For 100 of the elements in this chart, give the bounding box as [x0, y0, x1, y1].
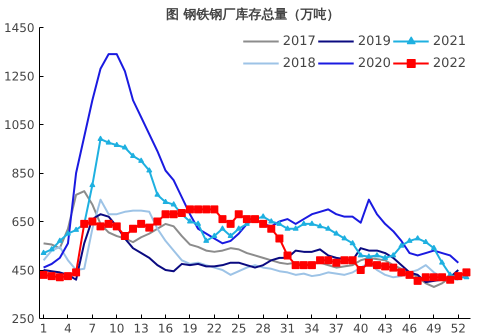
point	[186, 205, 194, 214]
x-tick-label: 52	[450, 322, 466, 335]
point	[210, 205, 218, 214]
x-tick-label: 1	[40, 322, 48, 335]
point	[154, 191, 160, 197]
point	[162, 210, 170, 218]
point	[186, 218, 193, 224]
point	[40, 250, 47, 255]
point	[153, 218, 162, 226]
x-tick-label: 7	[88, 322, 96, 335]
point	[194, 205, 202, 214]
point	[382, 254, 388, 260]
point	[129, 224, 138, 233]
point	[97, 136, 104, 141]
point	[226, 220, 235, 228]
point	[72, 268, 80, 276]
point	[422, 238, 429, 244]
x-tick-label: 28	[255, 322, 271, 335]
legend-label: 2019	[358, 34, 391, 48]
point	[389, 264, 398, 272]
legend-label: 2018	[282, 56, 316, 70]
point	[88, 218, 96, 226]
legend-label: 2022	[432, 56, 466, 70]
point	[316, 256, 324, 264]
point	[260, 213, 266, 219]
point	[112, 222, 121, 230]
x-tick-label: 34	[304, 322, 320, 335]
point	[276, 220, 282, 226]
point	[234, 210, 243, 218]
point	[374, 252, 380, 258]
point	[259, 220, 268, 228]
point	[228, 232, 234, 238]
x-tick-label: 10	[109, 322, 124, 335]
point	[446, 276, 454, 284]
point	[56, 238, 63, 243]
point	[137, 220, 146, 228]
point	[364, 258, 373, 267]
x-tick-label: 49	[426, 322, 442, 335]
point	[211, 232, 218, 238]
x-tick-label: 31	[280, 322, 296, 335]
point	[348, 256, 357, 264]
point	[406, 270, 414, 279]
point	[292, 261, 300, 270]
point	[308, 220, 315, 226]
point	[138, 157, 144, 163]
point	[300, 220, 307, 226]
point	[96, 222, 104, 230]
x-tick-label: 25	[231, 322, 246, 335]
point	[89, 182, 96, 188]
x-tick-label: 40	[353, 322, 368, 335]
x-tick-label: 16	[158, 322, 174, 335]
point	[325, 225, 332, 231]
chart-title: 图 钢铁钢厂库存总量（万吨）	[166, 6, 340, 22]
point	[366, 253, 372, 259]
point	[162, 198, 169, 204]
y-tick-label: 1250	[4, 70, 35, 84]
point	[106, 139, 112, 145]
x-tick-label: 4	[64, 322, 72, 335]
point	[430, 244, 437, 250]
point	[372, 261, 381, 270]
y-tick-label: 1450	[4, 21, 35, 35]
point	[195, 220, 202, 226]
x-tick-label: 37	[328, 322, 344, 335]
x-tick-label: 19	[182, 322, 198, 335]
y-tick-label: 850	[12, 166, 34, 180]
point	[284, 225, 291, 231]
legend-label: 2020	[358, 56, 391, 70]
point	[300, 261, 308, 270]
point	[203, 238, 210, 243]
point	[356, 266, 365, 274]
point	[146, 167, 152, 173]
x-tick-label: 13	[134, 322, 149, 335]
point	[56, 273, 64, 282]
point	[48, 272, 56, 280]
legend-label: 2017	[282, 34, 316, 48]
point	[422, 273, 430, 282]
y-tick-label: 650	[12, 215, 34, 229]
point	[40, 270, 48, 279]
point	[332, 258, 340, 267]
point	[398, 242, 404, 248]
legend-label: 2021	[432, 34, 466, 48]
point	[390, 252, 396, 258]
point	[397, 268, 406, 276]
point	[275, 234, 284, 242]
point	[324, 256, 332, 264]
point	[267, 224, 276, 233]
point	[292, 225, 299, 231]
point	[219, 225, 226, 231]
point	[64, 230, 71, 236]
point	[438, 273, 446, 282]
point	[350, 240, 356, 246]
point	[381, 262, 390, 270]
point	[406, 238, 413, 243]
y-tick-label: 250	[12, 312, 34, 326]
point	[439, 259, 446, 265]
point	[340, 256, 348, 264]
x-tick-label: 43	[377, 322, 393, 335]
point	[122, 144, 128, 150]
point	[333, 230, 340, 236]
y-tick-label: 1050	[4, 118, 35, 132]
